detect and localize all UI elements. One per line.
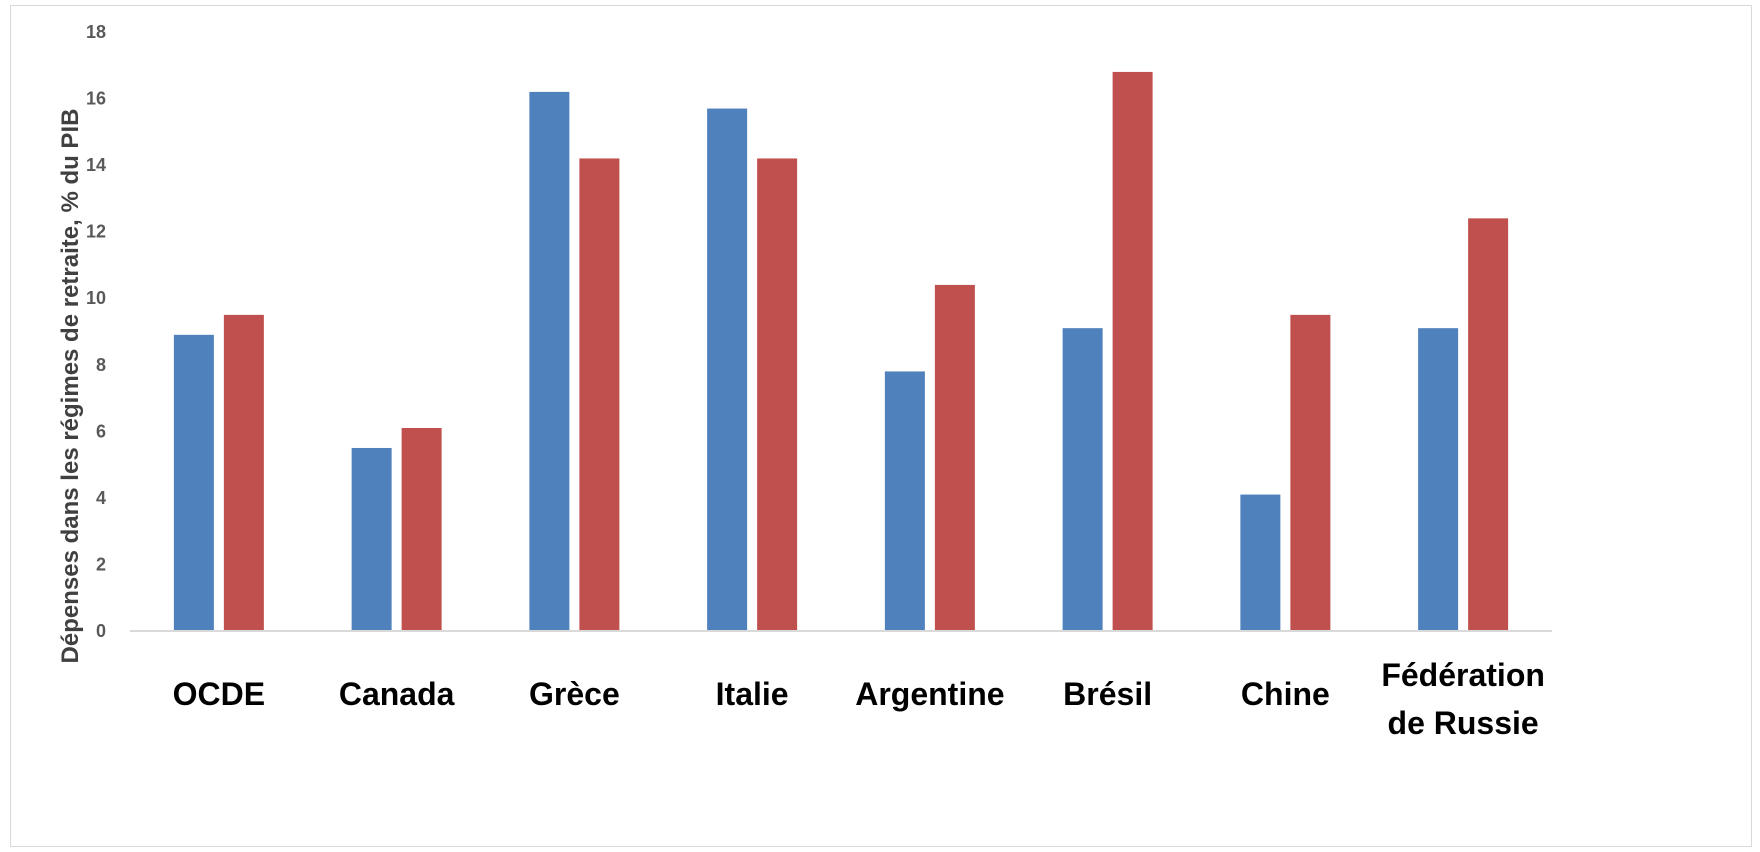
y-tick-label: 18	[86, 22, 106, 42]
x-category-label: OCDE	[173, 676, 265, 712]
bar-series-1-0	[173, 334, 214, 631]
x-category-label: Canada	[339, 676, 455, 712]
bar-series-1-2	[529, 91, 570, 631]
x-category-label: Italie	[716, 676, 789, 712]
bar-series-2-4	[934, 284, 975, 631]
x-category-label-line: Fédération	[1381, 657, 1545, 693]
y-tick-label: 12	[86, 222, 106, 242]
bars	[173, 71, 1509, 632]
x-category-label: Brésil	[1063, 676, 1152, 712]
y-tick-label: 14	[86, 155, 106, 175]
bar-series-1-1	[351, 447, 392, 631]
bar-series-1-4	[884, 371, 925, 631]
bar-series-2-0	[223, 314, 264, 631]
x-category-label: Argentine	[855, 676, 1004, 712]
bar-series-1-6	[1240, 494, 1281, 631]
y-tick-label: 2	[96, 554, 106, 574]
y-axis-label-group: Dépenses dans les régimes de retraite, %…	[57, 109, 84, 664]
category-labels: OCDE Canada Grèce Italie Argentine Brésil Chin…	[173, 657, 1545, 741]
x-category-label: Fédération de Russie	[1381, 657, 1545, 741]
bar-series-2-6	[1290, 314, 1331, 631]
bar-series-1-3	[707, 108, 748, 632]
bar-series-2-1	[401, 428, 442, 631]
y-tick-label: 6	[96, 421, 106, 441]
y-tick-label: 10	[86, 288, 106, 308]
bar-series-2-2	[579, 158, 620, 631]
bar-series-2-7	[1468, 218, 1509, 631]
y-tick-labels: 0 2 4 6 8 10 12 14 16 18	[86, 22, 106, 641]
bar-series-1-5	[1062, 328, 1103, 631]
y-axis-label: Dépenses dans les régimes de retraite, %…	[57, 109, 84, 664]
y-tick-label: 0	[96, 621, 106, 641]
y-tick-label: 8	[96, 355, 106, 375]
chart-frame	[10, 5, 1752, 847]
y-tick-label: 16	[86, 89, 106, 109]
y-tick-label: 4	[96, 488, 106, 508]
x-category-label: Chine	[1241, 676, 1330, 712]
bar-series-2-5	[1112, 71, 1153, 631]
x-category-label: Grèce	[529, 676, 620, 712]
bar-series-1-7	[1418, 328, 1459, 631]
bar-series-2-3	[757, 158, 798, 631]
x-category-label-line: de Russie	[1388, 705, 1539, 741]
